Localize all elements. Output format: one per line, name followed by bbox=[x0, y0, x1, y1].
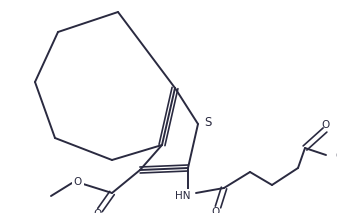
Text: OH: OH bbox=[335, 151, 337, 161]
Text: HN: HN bbox=[175, 191, 191, 201]
Text: O: O bbox=[74, 177, 82, 187]
Text: O: O bbox=[212, 207, 220, 213]
Text: S: S bbox=[204, 117, 212, 130]
Text: O: O bbox=[94, 209, 102, 213]
Text: O: O bbox=[322, 120, 330, 130]
